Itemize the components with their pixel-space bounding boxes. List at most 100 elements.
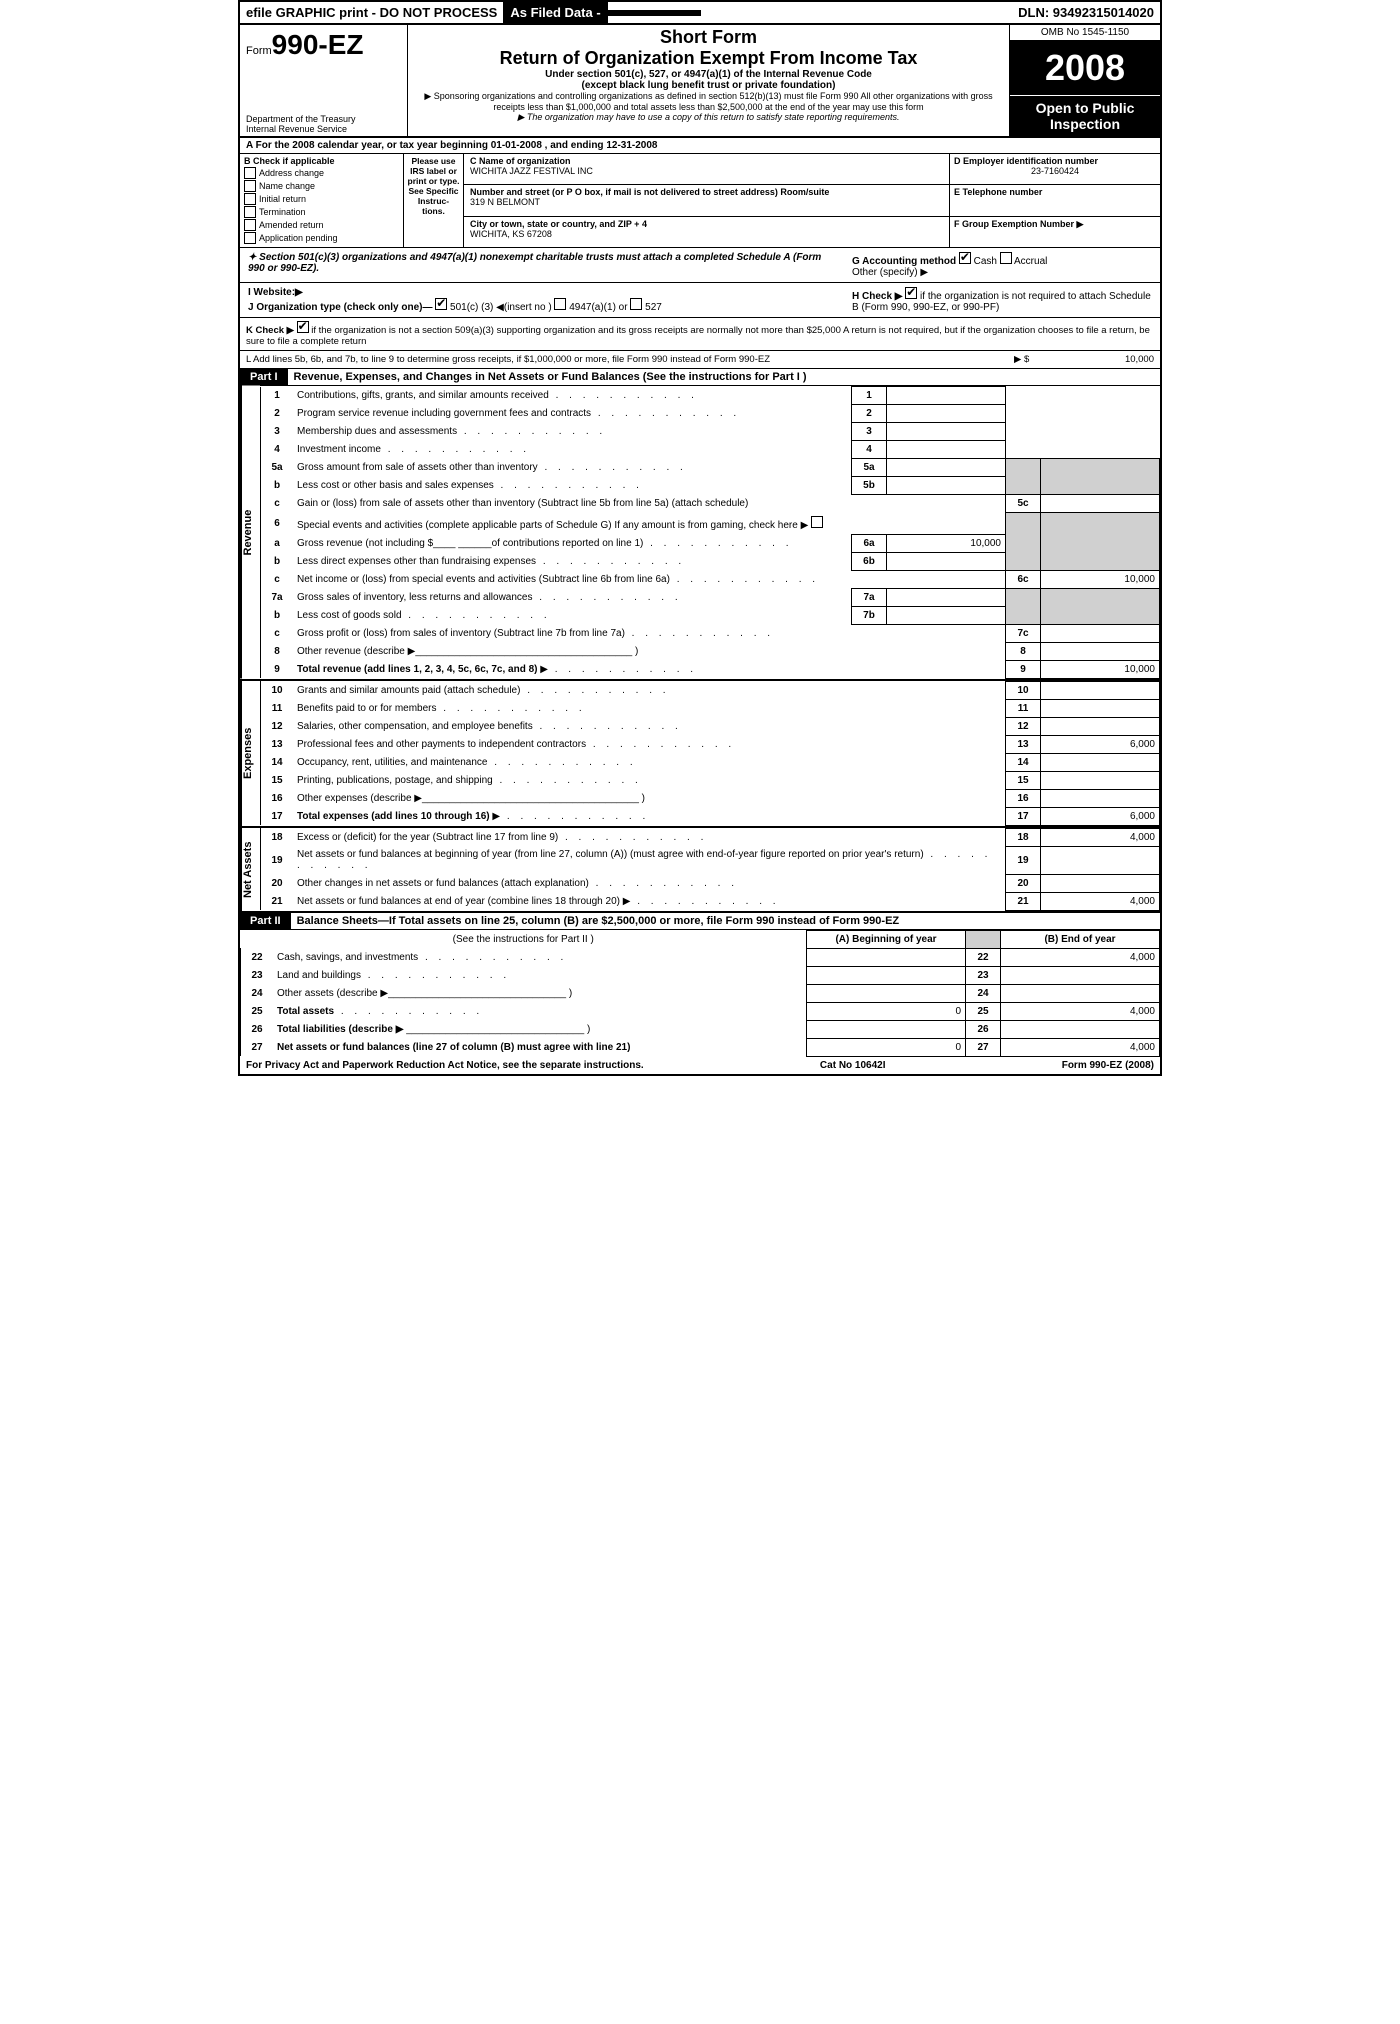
j-org-type: J Organization type (check only one)— 50… xyxy=(248,298,836,313)
527-box[interactable] xyxy=(630,298,642,310)
bs-22: Cash, savings, and investments xyxy=(273,948,807,966)
open-1: Open to Public xyxy=(1010,100,1160,116)
term-box[interactable] xyxy=(244,206,256,218)
line-6c-val: 10,000 xyxy=(1041,570,1160,588)
part1-label: Part I xyxy=(240,369,288,385)
k-check: K Check ▶ if the organization is not a s… xyxy=(240,318,1160,351)
h-check: H Check ▶ if the organization is not req… xyxy=(844,283,1160,317)
part2-label: Part II xyxy=(240,913,291,929)
line-14: Occupancy, rent, utilities, and maintena… xyxy=(293,753,1006,771)
city-label: City or town, state or country, and ZIP … xyxy=(470,219,943,229)
l-value: 10,000 xyxy=(1044,354,1154,365)
line-4: Investment income xyxy=(293,441,852,459)
line-17-val: 6,000 xyxy=(1041,807,1160,825)
gaming-box[interactable] xyxy=(811,516,823,528)
section-ih: I Website:▶ J Organization type (check o… xyxy=(240,283,1160,318)
sec501-text: ✦ Section 501(c)(3) organizations and 49… xyxy=(240,248,844,282)
col-d: D Employer identification number 23-7160… xyxy=(949,154,1160,247)
line-7c: Gross profit or (loss) from sales of inv… xyxy=(293,624,1006,642)
line-18-val: 4,000 xyxy=(1041,828,1160,846)
dept: Department of the Treasury Internal Reve… xyxy=(246,114,401,134)
line-1: Contributions, gifts, grants, and simila… xyxy=(293,387,852,405)
bs-24: Other assets (describe ▶________________… xyxy=(273,984,807,1002)
line-6a-val: 10,000 xyxy=(887,534,1006,552)
bs-25a: 0 xyxy=(807,1002,966,1020)
header-left: Form990-EZ Department of the Treasury In… xyxy=(240,25,408,136)
header-right: OMB No 1545-1150 2008 Open to Public Ins… xyxy=(1009,25,1160,136)
form-page: efile GRAPHIC print - DO NOT PROCESS As … xyxy=(238,0,1162,1076)
open-2: Inspection xyxy=(1010,116,1160,132)
line-12: Salaries, other compensation, and employ… xyxy=(293,717,1006,735)
h-box[interactable] xyxy=(905,287,917,299)
ein-label: D Employer identification number xyxy=(954,156,1156,166)
line-16: Other expenses (describe ▶______________… xyxy=(293,789,1006,807)
line-5a: Gross amount from sale of assets other t… xyxy=(293,459,852,477)
527-label: 527 xyxy=(645,302,662,313)
netassets-table: 18Excess or (deficit) for the year (Subt… xyxy=(260,828,1160,911)
line-6: Special events and activities (complete … xyxy=(293,513,1006,535)
header-mid: Short Form Return of Organization Exempt… xyxy=(408,25,1009,136)
addr-value: 319 N BELMONT xyxy=(470,197,943,207)
bs-27b: 4,000 xyxy=(1001,1038,1160,1056)
l-text: L Add lines 5b, 6b, and 7b, to line 9 to… xyxy=(246,354,1014,365)
section-501: ✦ Section 501(c)(3) organizations and 49… xyxy=(240,248,1160,283)
header: Form990-EZ Department of the Treasury In… xyxy=(240,25,1160,138)
cash-box[interactable] xyxy=(959,252,971,264)
subtitle-1: Under section 501(c), 527, or 4947(a)(1)… xyxy=(414,69,1003,80)
short-form: Short Form xyxy=(414,27,1003,48)
app-box[interactable] xyxy=(244,232,256,244)
bs-27a: 0 xyxy=(807,1038,966,1056)
4947-box[interactable] xyxy=(554,298,566,310)
initial-box[interactable] xyxy=(244,193,256,205)
bs-25: Total assets xyxy=(273,1002,807,1020)
efile-notice: efile GRAPHIC print - DO NOT PROCESS xyxy=(240,2,504,23)
cat-no: Cat No 10642I xyxy=(820,1060,886,1071)
omb-no: OMB No 1545-1150 xyxy=(1010,25,1160,41)
line-7b: Less cost of goods sold xyxy=(293,606,852,624)
as-filed: As Filed Data - xyxy=(504,2,607,23)
line-2: Program service revenue including govern… xyxy=(293,405,852,423)
name-change-box[interactable] xyxy=(244,180,256,192)
bs-25b: 4,000 xyxy=(1001,1002,1160,1020)
line-9: Total revenue (add lines 1, 2, 3, 4, 5c,… xyxy=(293,660,1006,678)
col-b-hdr: (B) End of year xyxy=(1001,930,1160,948)
website-label: I Website:▶ xyxy=(248,287,836,298)
501c-label: 501(c) (3) ◀(insert no ) xyxy=(450,302,552,313)
other-specify: Other (specify) ▶ xyxy=(852,267,1152,278)
h-label: H Check ▶ xyxy=(852,291,902,302)
line-3: Membership dues and assessments xyxy=(293,423,852,441)
term-label: Termination xyxy=(259,207,306,217)
row-a: A For the 2008 calendar year, or tax yea… xyxy=(240,138,1160,154)
name-change-label: Name change xyxy=(259,181,315,191)
dept-irs: Internal Revenue Service xyxy=(246,124,401,134)
revenue-sidelabel: Revenue xyxy=(240,386,260,679)
city-value: WICHITA, KS 67208 xyxy=(470,229,943,239)
accrual-box[interactable] xyxy=(1000,252,1012,264)
k-box[interactable] xyxy=(297,321,309,333)
block-bc: B Check if applicable Address change Nam… xyxy=(240,154,1160,248)
g-label: G Accounting method xyxy=(852,256,956,267)
line-9-val: 10,000 xyxy=(1041,660,1160,678)
form-title: Return of Organization Exempt From Incom… xyxy=(414,48,1003,69)
open-inspection: Open to Public Inspection xyxy=(1010,95,1160,136)
app-label: Application pending xyxy=(259,233,338,243)
line-5c: Gain or (loss) from sale of assets other… xyxy=(293,495,1006,513)
part-2-header: Part II Balance Sheets—If Total assets o… xyxy=(240,911,1160,930)
4947-label: 4947(a)(1) or xyxy=(569,302,627,313)
addr-change-box[interactable] xyxy=(244,167,256,179)
line-6c: Net income or (loss) from special events… xyxy=(293,570,1006,588)
amend-label: Amended return xyxy=(259,220,324,230)
line-18: Excess or (deficit) for the year (Subtra… xyxy=(293,828,1006,846)
col-b: B Check if applicable Address change Nam… xyxy=(240,154,404,247)
k-text: if the organization is not a section 509… xyxy=(246,325,1150,347)
phone-label: E Telephone number xyxy=(954,187,1042,197)
part1-title: Revenue, Expenses, and Changes in Net As… xyxy=(288,369,813,385)
line-21-val: 4,000 xyxy=(1041,892,1160,910)
form-number: Form990-EZ xyxy=(246,29,401,61)
bs-22b: 4,000 xyxy=(1001,948,1160,966)
line-17: Total expenses (add lines 10 through 16)… xyxy=(293,807,1006,825)
501c-box[interactable] xyxy=(435,298,447,310)
top-bar: efile GRAPHIC print - DO NOT PROCESS As … xyxy=(240,2,1160,25)
part2-title: Balance Sheets—If Total assets on line 2… xyxy=(291,913,906,929)
amend-box[interactable] xyxy=(244,219,256,231)
